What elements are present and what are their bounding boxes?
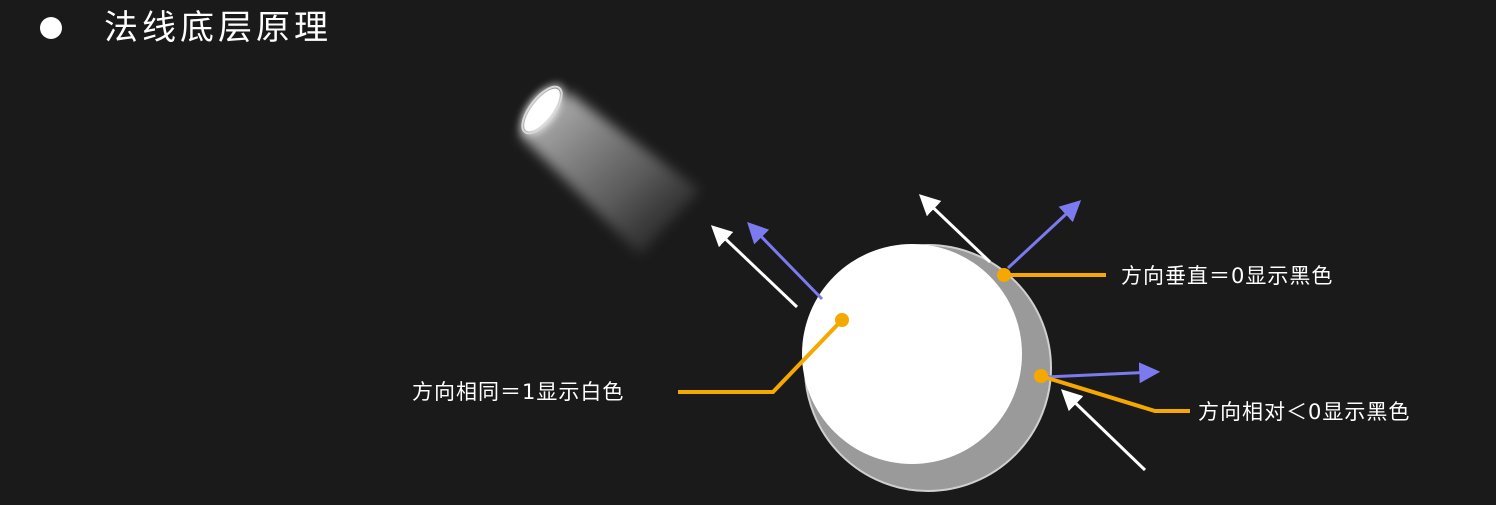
spotlight-icon xyxy=(515,79,700,255)
label-same-direction: 方向相同＝1显示白色 xyxy=(412,380,625,404)
normal-arrow xyxy=(1006,200,1082,270)
title-row: 法线底层原理 xyxy=(40,4,332,52)
normal-arrow xyxy=(747,221,824,301)
light-ray xyxy=(918,194,992,264)
normal-arrow xyxy=(1045,362,1161,384)
callout-perpendicular xyxy=(997,268,1106,282)
sphere xyxy=(802,244,1052,492)
label-opposite: 方向相对＜0显示黑色 xyxy=(1198,400,1411,424)
label-perpendicular: 方向垂直＝0显示黑色 xyxy=(1121,264,1334,288)
light-ray xyxy=(710,225,799,309)
light-ray xyxy=(1060,389,1147,472)
page-title: 法线底层原理 xyxy=(104,8,332,48)
bullet-dot-icon xyxy=(40,17,62,39)
callout-same-direction xyxy=(678,313,849,394)
callout-opposite xyxy=(1034,369,1190,413)
